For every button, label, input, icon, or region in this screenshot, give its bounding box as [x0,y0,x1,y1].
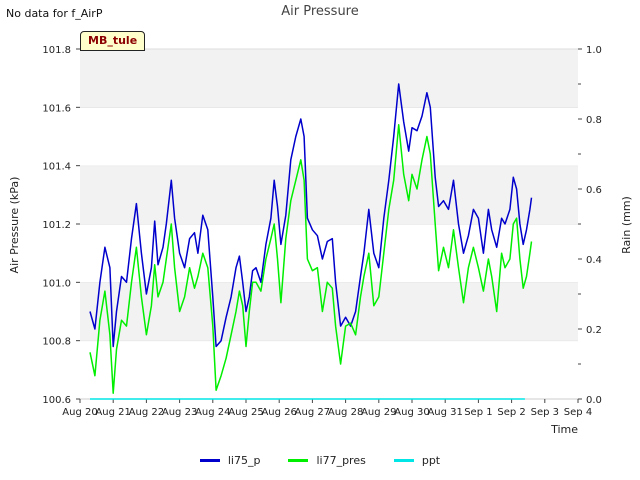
y-tick-label: 101.6 [42,103,71,114]
band [80,165,578,224]
y2-tick-label: 0.8 [586,115,602,126]
x-tick-label: Aug 23 [162,407,197,418]
x-tick-label: Sep 4 [564,407,592,418]
series-li77_pres [89,124,533,394]
series-li75_p [89,83,533,348]
y2-tick-label: 1.0 [586,45,602,56]
legend-swatch [288,459,309,462]
legend-label: li75_p [227,454,261,467]
y2-axis-label: Rain (mm) [620,196,633,254]
legend-label: li77_pres [316,454,366,467]
x-tick-label: Sep 1 [464,407,492,418]
legend-swatch [393,459,414,462]
series-lines [89,83,533,400]
band [80,107,578,166]
band [80,224,578,283]
y2-tick-label: 0.0 [586,395,602,406]
x-tick-label: Aug 24 [195,407,230,418]
no-data-note: No data for f_AirP [6,7,103,20]
site-badge: MB_tule [80,31,146,51]
x-tick-label: Aug 20 [62,407,97,418]
x-tick-label: Aug 27 [295,407,330,418]
legend-item-li77_pres: li77_pres [288,454,366,467]
chart-title: Air Pressure [281,4,359,19]
y-tick-label: 101.8 [42,45,71,56]
y-axis-label: Air Pressure (kPa) [8,177,21,274]
y2-tick-label: 0.4 [586,255,602,266]
x-tick-label: Aug 21 [95,407,130,418]
band [80,49,578,108]
y-tick-label: 100.8 [42,337,71,348]
x-tick-label: Aug 22 [129,407,164,418]
legend: li75_p li77_pres ppt [0,454,640,467]
legend-item-ppt: ppt [393,454,441,467]
band [80,340,578,399]
legend-swatch [199,459,220,462]
x-axis-label: Time [550,423,578,436]
left-axis-ticks: 100.6 100.8 101.0 101.2 101.4 101.6 101.8 [42,45,80,406]
legend-item-li75_p: li75_p [199,454,261,467]
y-tick-label: 101.4 [42,162,71,173]
right-axis-ticks: 0.0 0.2 0.4 0.6 0.8 1.0 [578,45,602,406]
x-tick-label: Aug 31 [427,407,462,418]
background-bands [80,48,578,399]
x-tick-label: Sep 2 [497,407,525,418]
y-tick-label: 100.6 [42,395,71,406]
y2-tick-label: 0.2 [586,325,602,336]
band [80,282,578,341]
y-tick-label: 101.0 [42,278,71,289]
x-tick-label: Sep 3 [531,407,559,418]
x-tick-label: Aug 29 [361,407,396,418]
x-tick-label: Aug 26 [261,407,296,418]
y-tick-label: 101.2 [42,220,71,231]
y2-tick-label: 0.6 [586,185,602,196]
x-tick-label: Aug 30 [394,407,429,418]
legend-label: ppt [421,454,441,467]
x-tick-label: Aug 25 [228,407,263,418]
x-tick-label: Aug 28 [328,407,363,418]
